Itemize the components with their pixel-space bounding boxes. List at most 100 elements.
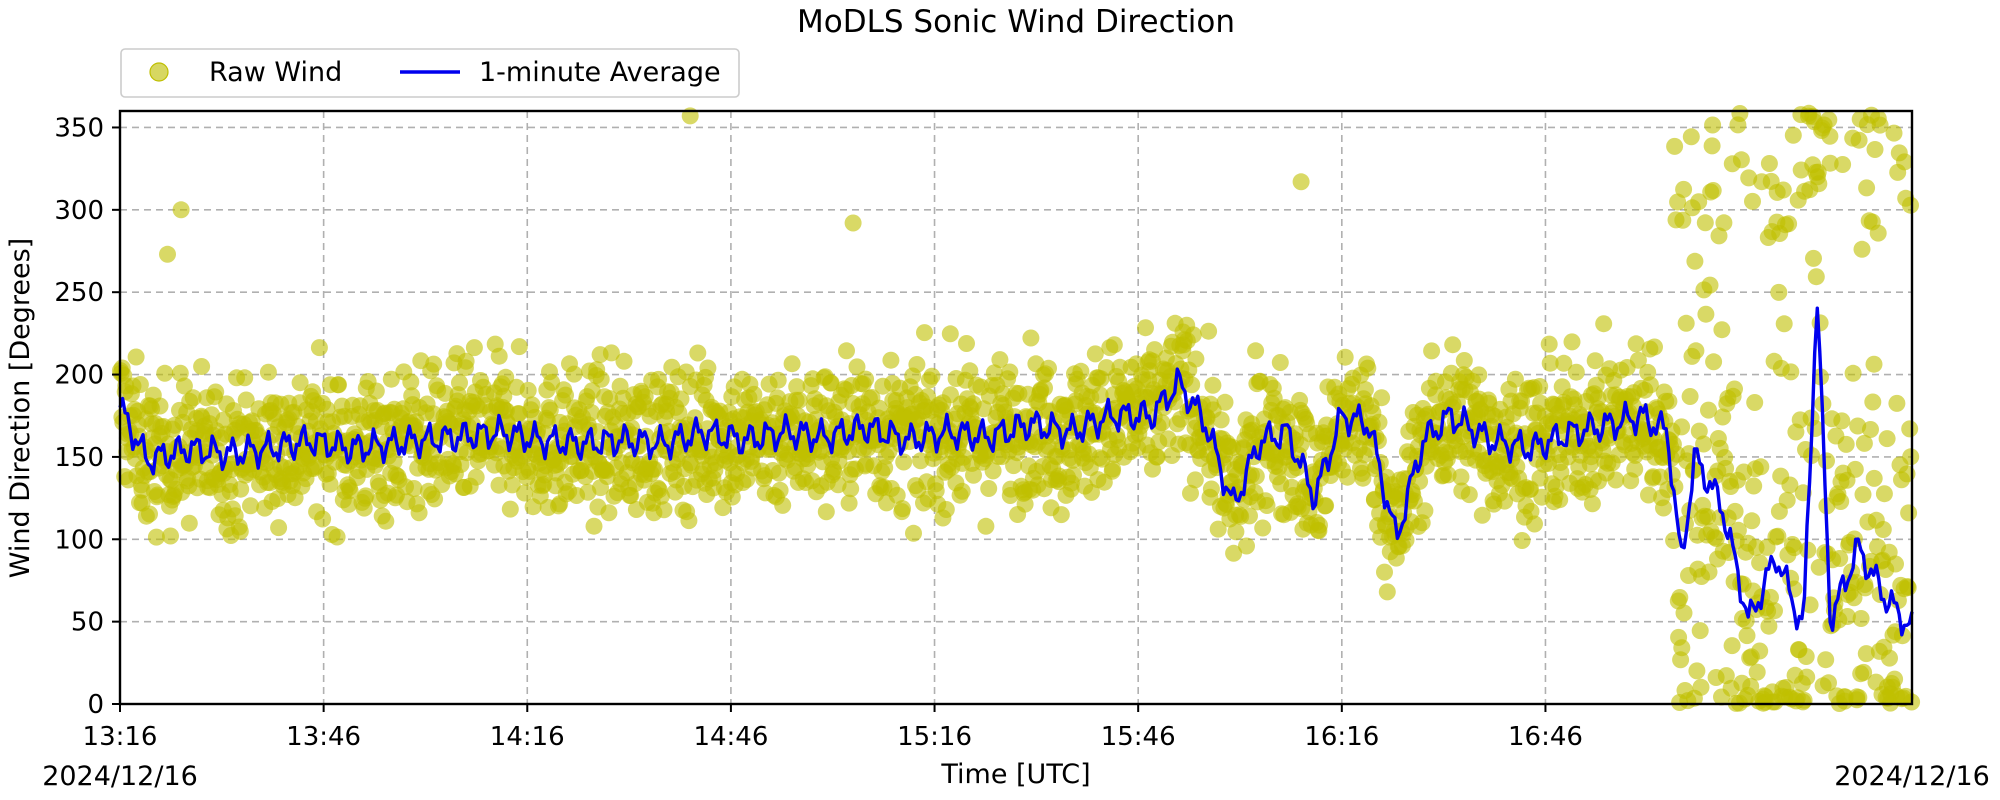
raw-wind-point — [1567, 363, 1585, 381]
raw-wind-point — [838, 342, 855, 360]
raw-wind-point — [1858, 179, 1876, 197]
raw-wind-point — [1040, 359, 1057, 377]
raw-wind-point — [1660, 392, 1678, 410]
raw-wind-point — [1740, 169, 1758, 187]
raw-wind-point — [1738, 627, 1756, 645]
raw-wind-point — [1885, 124, 1903, 142]
raw-wind-point — [1225, 544, 1243, 562]
raw-wind-point — [583, 404, 600, 422]
raw-wind-point — [133, 481, 151, 499]
raw-wind-point — [1855, 663, 1873, 681]
raw-wind-point — [1844, 364, 1862, 382]
raw-wind-point — [1697, 305, 1715, 323]
raw-wind-point — [1704, 116, 1722, 134]
raw-wind-point — [1204, 376, 1222, 394]
raw-wind-point — [1807, 268, 1825, 286]
raw-wind-point — [1452, 468, 1470, 486]
raw-wind-point — [1743, 512, 1761, 530]
raw-wind-point — [1626, 460, 1644, 478]
raw-wind-point — [1782, 363, 1800, 381]
raw-wind-point — [1900, 504, 1918, 522]
raw-wind-point — [1701, 276, 1719, 294]
raw-wind-point — [1690, 422, 1708, 440]
raw-wind-point — [848, 358, 866, 376]
raw-wind-point — [1810, 558, 1828, 576]
raw-wind-point — [941, 325, 959, 343]
raw-wind-point — [958, 335, 975, 352]
raw-wind-point — [1423, 342, 1441, 360]
raw-wind-point — [1831, 550, 1849, 567]
raw-wind-point — [788, 378, 806, 396]
raw-wind-point — [1869, 224, 1887, 242]
raw-wind-point — [770, 464, 788, 482]
raw-wind-point — [1820, 674, 1837, 692]
raw-wind-point — [927, 482, 945, 500]
raw-wind-point — [1589, 389, 1607, 407]
raw-wind-point — [646, 460, 663, 478]
raw-wind-point — [402, 373, 420, 391]
raw-wind-point — [1700, 401, 1717, 419]
raw-wind-point — [159, 245, 176, 263]
raw-wind-point — [1397, 531, 1415, 549]
raw-wind-point — [1821, 127, 1839, 145]
raw-wind-point — [426, 490, 444, 508]
raw-wind-point — [888, 486, 906, 504]
raw-wind-point — [840, 494, 858, 512]
raw-wind-point — [1769, 527, 1787, 545]
raw-wind-point — [822, 374, 840, 392]
raw-wind-point — [242, 497, 259, 515]
raw-wind-point — [1845, 589, 1863, 607]
raw-wind-point — [1871, 116, 1889, 134]
raw-wind-point — [1153, 414, 1171, 432]
raw-wind-point — [1673, 418, 1691, 436]
y-axis-label: Wind Direction [Degrees] — [5, 238, 36, 578]
raw-wind-point — [1752, 458, 1770, 476]
raw-wind-point — [1373, 389, 1391, 407]
raw-wind-point — [1887, 555, 1904, 573]
raw-wind-point — [193, 358, 211, 375]
raw-wind-point — [131, 376, 149, 393]
raw-wind-point — [1583, 495, 1601, 513]
raw-wind-point — [1470, 366, 1488, 384]
raw-wind-point — [615, 352, 633, 370]
raw-wind-point — [1874, 521, 1892, 538]
raw-wind-point — [232, 480, 250, 498]
raw-wind-point — [1902, 196, 1919, 214]
raw-wind-point — [1714, 408, 1732, 426]
x-tick-label: 15:16 — [897, 722, 972, 752]
raw-wind-point — [310, 339, 328, 357]
raw-wind-point — [497, 368, 515, 386]
raw-wind-point — [1202, 480, 1220, 498]
raw-wind-point — [672, 390, 690, 408]
raw-wind-point — [1674, 211, 1692, 229]
raw-wind-point — [1241, 507, 1258, 525]
raw-wind-point — [156, 364, 174, 382]
raw-wind-point — [341, 482, 359, 500]
raw-wind-point — [1715, 214, 1733, 232]
raw-wind-point — [1690, 193, 1708, 211]
raw-wind-point — [923, 367, 941, 385]
raw-wind-point — [1896, 153, 1913, 171]
raw-wind-point — [236, 369, 254, 387]
raw-wind-point — [1691, 622, 1709, 640]
raw-wind-point — [1666, 137, 1684, 155]
raw-wind-point — [1200, 322, 1218, 340]
raw-wind-point — [774, 496, 792, 514]
raw-wind-point — [1563, 333, 1581, 351]
raw-wind-point — [1376, 563, 1393, 581]
raw-wind-point — [1850, 131, 1868, 149]
raw-wind-point — [908, 356, 926, 373]
raw-wind-point — [1682, 128, 1700, 146]
raw-wind-point — [1737, 612, 1755, 630]
raw-wind-point — [1726, 380, 1743, 398]
raw-wind-point — [1795, 691, 1813, 709]
raw-wind-point — [1640, 486, 1657, 504]
raw-wind-point — [1695, 435, 1713, 453]
raw-wind-point — [1855, 434, 1873, 452]
x-tick-label: 13:16 — [83, 722, 158, 752]
raw-wind-point — [1703, 137, 1721, 155]
raw-wind-point — [1227, 523, 1245, 541]
raw-wind-point — [1238, 537, 1255, 555]
raw-wind-point — [1005, 457, 1023, 475]
raw-wind-point — [1455, 352, 1473, 369]
